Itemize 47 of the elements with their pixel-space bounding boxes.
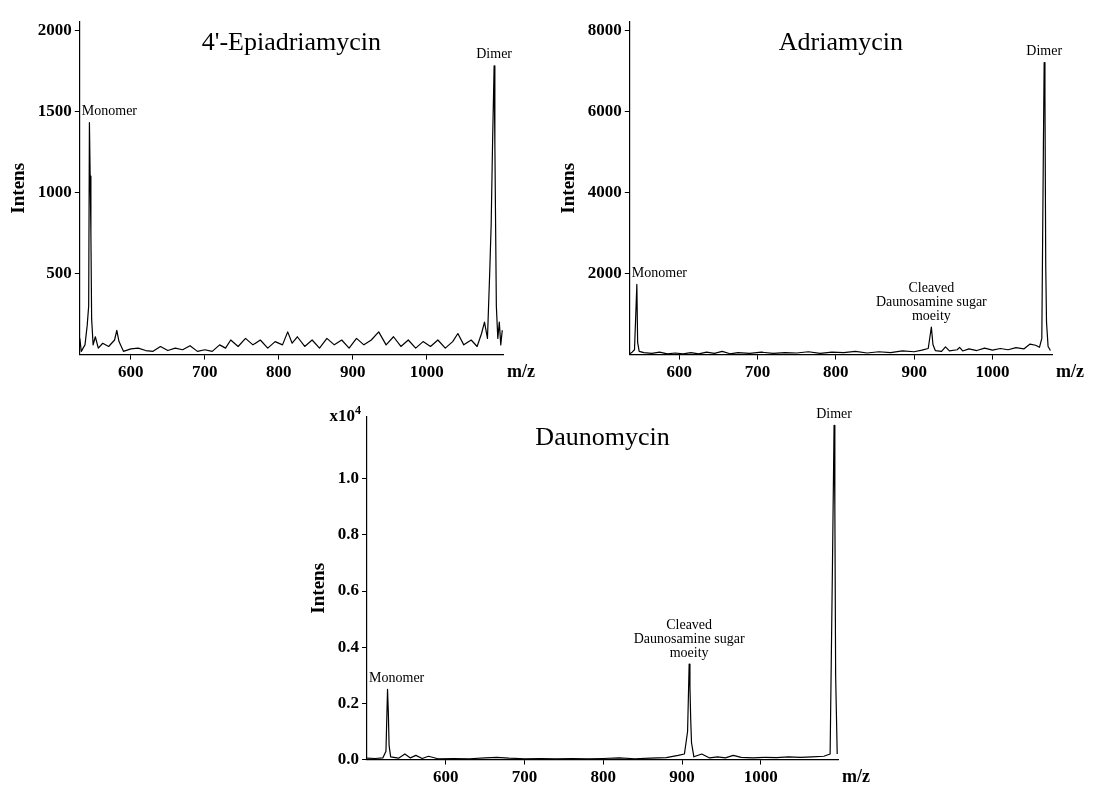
y-tick-label: 500 — [46, 262, 72, 282]
x-tick-label: 800 — [590, 767, 617, 787]
y-tick-label: 0.2 — [337, 692, 360, 712]
chart-title: Adriamycin — [778, 26, 903, 56]
x-axis-title: m/z — [842, 766, 870, 787]
x-axis-title: m/z — [1056, 361, 1084, 382]
x-tick-label: 600 — [118, 362, 144, 382]
y-axis-title: Intens — [7, 162, 29, 214]
x-tick-label: 900 — [901, 362, 927, 382]
annotation: Monomer — [369, 670, 425, 686]
x-axis-title: m/z — [507, 361, 535, 382]
x-tick-label: 1000 — [743, 767, 778, 787]
annotation: Dimer — [816, 406, 853, 422]
y-tick-label: 0.4 — [337, 636, 360, 656]
y-axis-title: Intens — [557, 162, 579, 214]
x-tick-label: 900 — [669, 767, 695, 787]
y-tick-label: 1500 — [37, 100, 72, 120]
y-tick-label: 8000 — [587, 19, 622, 39]
annotation: Dimer — [476, 46, 513, 62]
chart-title: 4'-Epiadriamycin — [201, 26, 382, 56]
x-tick-label: 1000 — [975, 362, 1010, 382]
annotation: Cleaved Daunosamine sugar moeity — [633, 616, 745, 660]
x-tick-label: 1000 — [409, 362, 444, 382]
annotation: Dimer — [1026, 43, 1063, 59]
annotation: Monomer — [81, 103, 138, 119]
y-tick-label: 6000 — [587, 100, 622, 120]
x-tick-label: 600 — [433, 767, 459, 787]
y-tick-label: 0.6 — [337, 580, 360, 600]
x-tick-label: 800 — [823, 362, 849, 382]
y-tick-label: 2000 — [587, 262, 622, 282]
chart-title: Daunomycin — [535, 421, 670, 451]
annotation: Cleaved Daunosamine sugar moeity — [875, 279, 988, 323]
x-tick-label: 800 — [266, 362, 292, 382]
x-tick-label: 700 — [744, 362, 771, 382]
x-tick-label: 600 — [666, 362, 692, 382]
x-tick-label: 700 — [511, 767, 538, 787]
x-tick-label: 700 — [192, 362, 218, 382]
y-tick-label: 1000 — [37, 181, 72, 201]
x-tick-label: 900 — [340, 362, 366, 382]
y-tick-label: 0.8 — [337, 524, 360, 544]
y-axis-title: Intens — [307, 562, 329, 614]
text: x10$^{4}$ — [329, 403, 362, 426]
annotation: Monomer — [631, 265, 688, 281]
y-tick-label: 4000 — [587, 181, 622, 201]
y-tick-label: 2000 — [37, 19, 72, 39]
y-tick-label: 0.0 — [337, 748, 360, 768]
y-tick-label: 1.0 — [337, 468, 360, 488]
